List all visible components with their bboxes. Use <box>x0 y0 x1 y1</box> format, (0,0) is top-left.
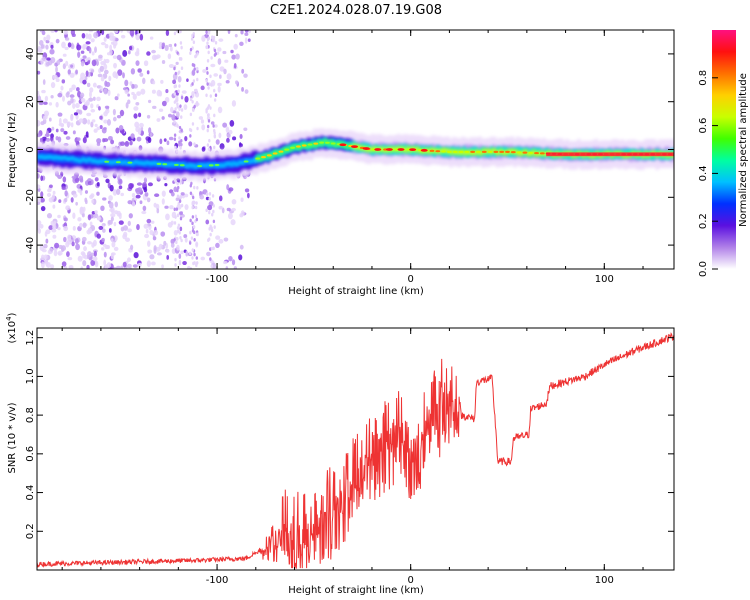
spectrogram-xtick-label: -100 <box>206 274 229 285</box>
colorbar-gradient <box>712 30 736 269</box>
colorbar-tick-label: 0.0 <box>698 261 709 277</box>
snr-xtick-label: 100 <box>595 575 614 586</box>
snr-axes: -100 0 100 0.2 0.4 0.6 0.8 1.0 1.2 <box>25 328 674 586</box>
spectrogram-xlabel: Height of straight line (km) <box>288 286 424 297</box>
colorbar-tick-label: 0.6 <box>698 118 709 134</box>
snr-scale-label: (x104) <box>5 312 18 343</box>
snr-xtick-label: -100 <box>206 575 229 586</box>
spectrogram-ylabel: Frequency (Hz) <box>7 112 18 188</box>
spectrogram-ytick-label: -20 <box>25 189 36 205</box>
spectrogram-panel: -100 0 100 -40 -20 0 20 40 Height of straight l… <box>7 29 675 297</box>
spectrogram-ytick-label: 40 <box>25 48 36 61</box>
snr-series-line <box>37 332 674 569</box>
snr-ylabel: SNR (10 * v/v) <box>7 402 18 473</box>
spectrogram-hotspots <box>104 141 674 168</box>
snr-ytick-label: 0.4 <box>25 485 36 501</box>
colorbar-tick-label: 0.4 <box>698 165 709 181</box>
colorbar-label: Normalized spectral amplitude <box>738 73 749 227</box>
spectrogram-ytick-label: 0 <box>25 146 36 152</box>
snr-xlabel: Height of straight line (km) <box>288 585 424 596</box>
spectrogram-axes: -100 0 100 -40 -20 0 20 40 <box>25 30 674 285</box>
snr-ytick-label: 1.0 <box>25 368 36 384</box>
colorbar-tick-label: 0.2 <box>698 213 709 229</box>
snr-frame <box>36 327 675 571</box>
snr-xtick-label: 0 <box>407 575 413 586</box>
spectrogram-xtick-label: 100 <box>595 274 614 285</box>
colorbar-ticks: 0.0 0.2 0.4 0.6 0.8 <box>698 70 718 277</box>
spectrogram-ytick-label: 20 <box>25 95 36 108</box>
colorbar-tick-label: 0.8 <box>698 70 709 86</box>
snr-ytick-label: 0.2 <box>25 523 36 539</box>
figure-title: C2E1.2024.028.07.19.G08 <box>270 3 442 18</box>
spectrogram-ytick-label: -40 <box>25 237 36 253</box>
colorbar: 0.0 0.2 0.4 0.6 0.8 Normalized spectral ampl… <box>698 30 749 277</box>
spectrogram-xtick-label: 0 <box>407 274 413 285</box>
snr-ytick-label: 1.2 <box>25 330 36 346</box>
snr-ytick-label: 0.8 <box>25 407 36 423</box>
snr-panel: -100 0 100 0.2 0.4 0.6 0.8 1.0 1.2 Height of str… <box>5 312 675 596</box>
spectrogram-heatmap <box>37 30 674 269</box>
snr-ytick-label: 0.6 <box>25 446 36 462</box>
